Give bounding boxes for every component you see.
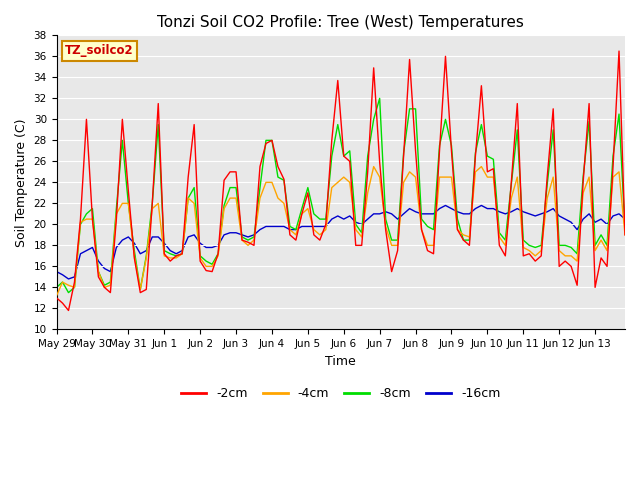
- Y-axis label: Soil Temperature (C): Soil Temperature (C): [15, 118, 28, 247]
- Title: Tonzi Soil CO2 Profile: Tree (West) Temperatures: Tonzi Soil CO2 Profile: Tree (West) Temp…: [157, 15, 524, 30]
- X-axis label: Time: Time: [325, 355, 356, 368]
- Text: TZ_soilco2: TZ_soilco2: [65, 44, 134, 57]
- Legend: -2cm, -4cm, -8cm, -16cm: -2cm, -4cm, -8cm, -16cm: [176, 383, 505, 406]
